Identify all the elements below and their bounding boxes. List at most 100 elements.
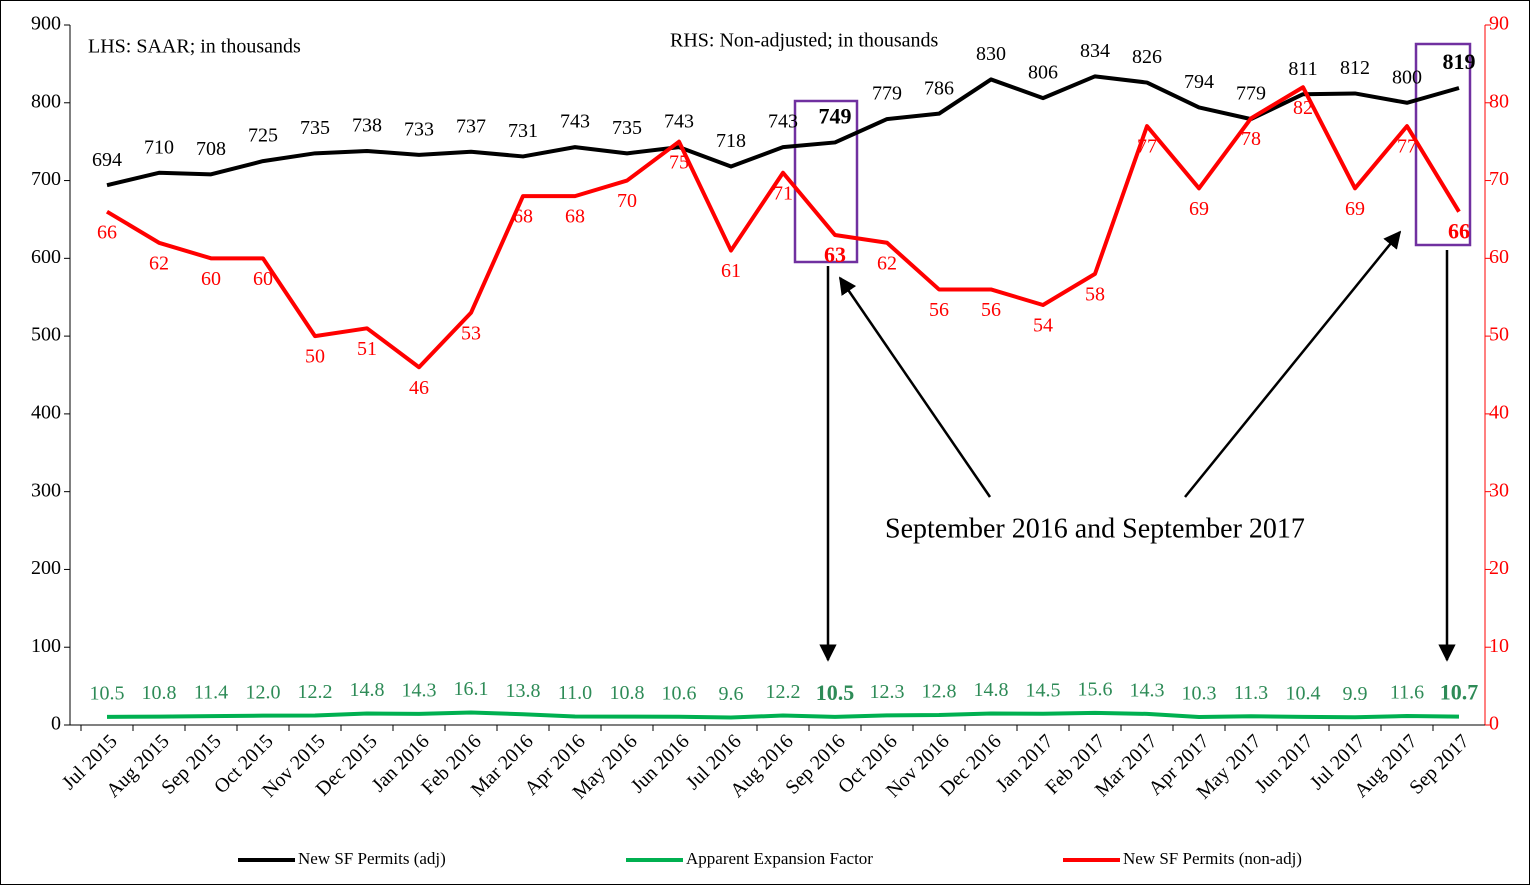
y2-tick-label: 60 — [1489, 246, 1509, 268]
data-label: 10.8 — [610, 682, 645, 704]
data-label: 68 — [513, 206, 533, 228]
data-label: 10.5 — [816, 680, 855, 705]
data-label: 53 — [461, 322, 481, 344]
data-label: 69 — [1189, 198, 1209, 220]
data-label: 794 — [1184, 71, 1214, 93]
data-label: 66 — [97, 221, 117, 243]
data-label: 9.9 — [1343, 683, 1368, 705]
y2-tick-label: 0 — [1489, 713, 1499, 735]
data-label: 14.8 — [350, 679, 385, 701]
highlight-box — [793, 99, 859, 264]
y2-tick-label: 70 — [1489, 168, 1509, 190]
data-label: 708 — [196, 138, 226, 160]
y-tick-label: 900 — [31, 13, 61, 35]
data-label: 800 — [1392, 66, 1422, 88]
data-label: 9.6 — [719, 683, 744, 705]
y-tick-label: 700 — [31, 168, 61, 190]
data-label: 77 — [1397, 136, 1417, 158]
data-label: 779 — [872, 83, 902, 105]
y-tick-label: 400 — [31, 401, 61, 423]
data-label: 54 — [1033, 315, 1053, 337]
legend-label: Apparent Expansion Factor — [686, 849, 873, 868]
data-label: 11.0 — [558, 682, 592, 704]
y-tick-label: 500 — [31, 324, 61, 346]
data-label: 62 — [877, 252, 897, 274]
data-label: 56 — [981, 299, 1001, 321]
data-label: 10.7 — [1440, 680, 1479, 705]
data-label: 61 — [721, 260, 741, 282]
y2-tick-label: 90 — [1489, 13, 1509, 35]
data-label: 834 — [1080, 40, 1110, 62]
data-label: 743 — [560, 111, 590, 133]
y2-tick-label: 80 — [1489, 90, 1509, 112]
x-tick-label: Jun 2016 — [627, 730, 694, 797]
y2-tick-label: 50 — [1489, 324, 1509, 346]
data-label: 735 — [300, 117, 330, 139]
legend: New SF Permits (adj) Apparent Expansion F… — [238, 849, 1302, 868]
annotation: RHS: Non-adjusted; in thousands — [670, 30, 939, 52]
data-label: 60 — [253, 268, 273, 290]
data-label: 10.8 — [142, 682, 177, 704]
data-label: 830 — [976, 43, 1006, 65]
data-label: 75 — [669, 151, 689, 173]
data-label: 71 — [773, 182, 793, 204]
data-label: 82 — [1293, 97, 1313, 119]
data-label: 62 — [149, 252, 169, 274]
data-label: 70 — [617, 190, 637, 212]
data-label: 10.3 — [1182, 683, 1217, 705]
data-label: 14.5 — [1026, 679, 1061, 701]
data-label: 725 — [248, 125, 278, 147]
data-label: 718 — [716, 130, 746, 152]
data-label: 58 — [1085, 283, 1105, 305]
annotation: LHS: SAAR; in thousands — [88, 36, 301, 58]
y2-tick-label: 40 — [1489, 401, 1509, 423]
data-label: 13.8 — [506, 680, 541, 702]
data-label: 66 — [1448, 219, 1470, 244]
data-label: 731 — [508, 120, 538, 142]
data-label: 14.3 — [402, 679, 437, 701]
data-label: 11.3 — [1234, 682, 1268, 704]
arrow — [838, 276, 992, 498]
data-label: 10.5 — [90, 682, 125, 704]
data-label: 11.4 — [194, 682, 228, 704]
data-label: 694 — [92, 149, 122, 171]
y2-tick-label: 20 — [1489, 557, 1509, 579]
data-label: 733 — [404, 118, 434, 140]
y-tick-label: 300 — [31, 479, 61, 501]
data-label: 51 — [357, 338, 377, 360]
data-label: 15.6 — [1078, 678, 1113, 700]
annotation: September 2016 and September 2017 — [885, 513, 1305, 544]
y2-tick-label: 30 — [1489, 479, 1509, 501]
data-label: 710 — [144, 136, 174, 158]
data-label: 56 — [929, 299, 949, 321]
data-label: 46 — [409, 377, 429, 399]
data-label: 786 — [924, 77, 954, 99]
series-line — [105, 85, 1461, 370]
data-label: 738 — [352, 115, 382, 137]
data-label: 819 — [1443, 49, 1476, 74]
callouts — [793, 42, 1472, 662]
data-label: 63 — [824, 242, 846, 267]
data-label: 812 — [1340, 57, 1370, 79]
series-line — [106, 710, 1460, 720]
data-label: 10.6 — [662, 682, 697, 704]
legend-label: New SF Permits (adj) — [298, 849, 446, 868]
data-label: 806 — [1028, 62, 1058, 84]
y-tick-label: 0 — [51, 713, 61, 735]
data-label: 743 — [768, 111, 798, 133]
data-label: 16.1 — [454, 678, 489, 700]
data-label: 68 — [565, 206, 585, 228]
y-tick-label: 600 — [31, 246, 61, 268]
data-label: 50 — [305, 346, 325, 368]
data-label: 10.4 — [1286, 683, 1321, 705]
highlight-box — [1414, 42, 1472, 247]
y-tick-label: 200 — [31, 557, 61, 579]
x-tick-label: Jun 2017 — [1251, 730, 1318, 797]
data-label: 14.3 — [1130, 679, 1165, 701]
data-label: 826 — [1132, 46, 1162, 68]
data-label: 735 — [612, 117, 642, 139]
y-tick-label: 800 — [31, 90, 61, 112]
data-label: 11.6 — [1390, 682, 1424, 704]
data-label: 779 — [1236, 83, 1266, 105]
